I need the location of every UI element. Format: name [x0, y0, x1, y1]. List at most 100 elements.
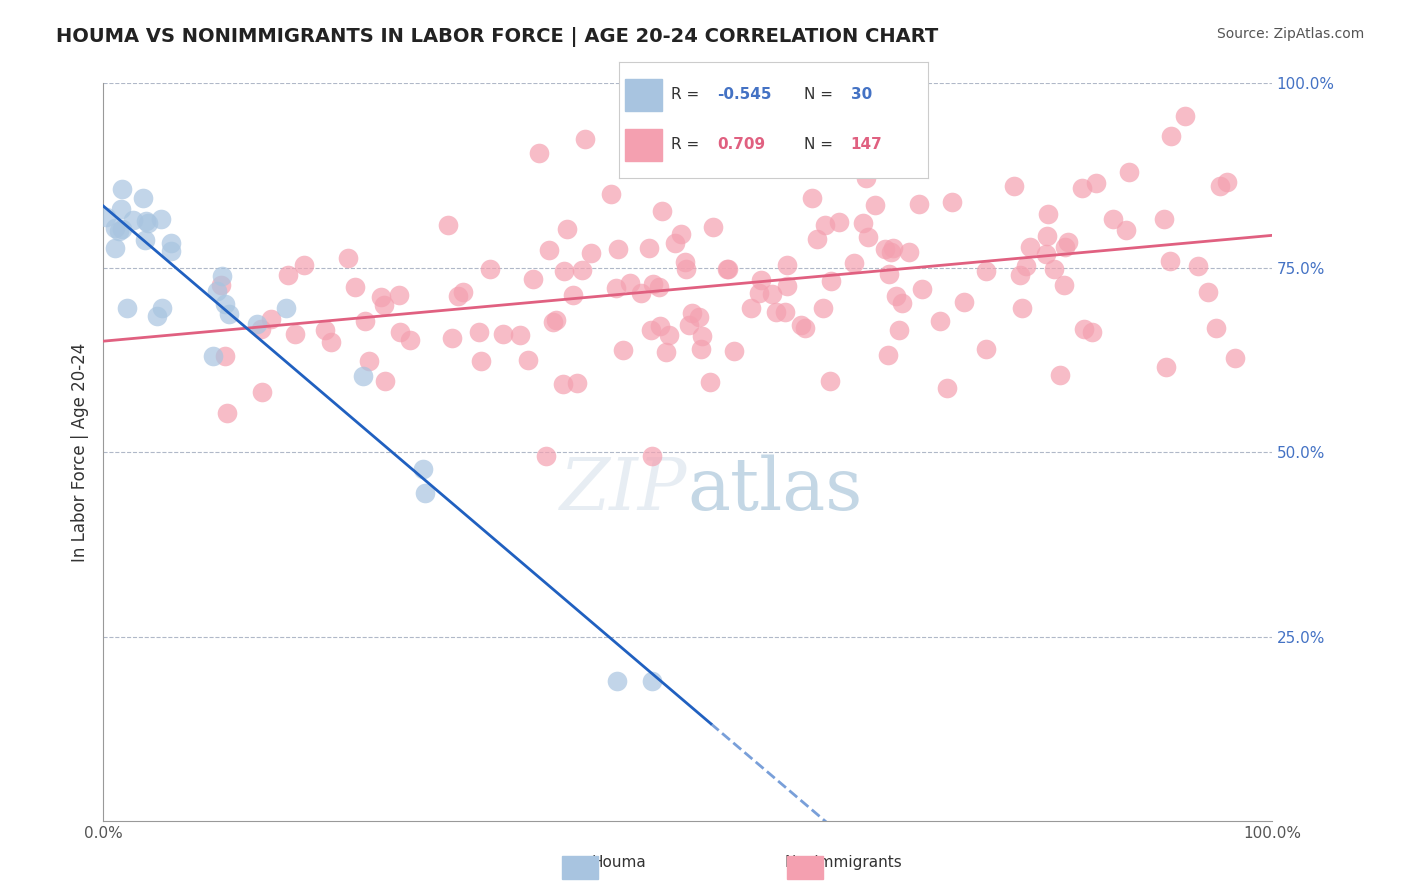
Point [492, 326, 515, 341]
Point [974, 342, 997, 356]
Point [669, 227, 692, 241]
Text: Nonimmigrants: Nonimmigrants [785, 855, 903, 870]
Point [468, 326, 491, 340]
Point [740, 301, 762, 316]
Point [1049, 368, 1071, 382]
Point [135, 214, 157, 228]
Point [600, 187, 623, 202]
Point [775, 305, 797, 319]
Point [399, 333, 422, 347]
Point [412, 462, 434, 476]
Text: 147: 147 [851, 137, 883, 153]
Point [630, 286, 652, 301]
Point [619, 277, 641, 291]
Point [115, 301, 138, 315]
Point [863, 198, 886, 212]
Point [723, 344, 745, 359]
Point [776, 279, 799, 293]
Point [415, 485, 437, 500]
Point [1019, 240, 1042, 254]
Point [688, 310, 710, 325]
Point [451, 285, 474, 300]
Point [1160, 128, 1182, 143]
Point [1102, 212, 1125, 227]
Text: ZIP: ZIP [560, 454, 688, 524]
Point [1081, 325, 1104, 339]
Point [214, 297, 236, 311]
Point [681, 306, 703, 320]
Point [811, 301, 834, 315]
Point [529, 145, 551, 160]
Point [314, 323, 336, 337]
Point [876, 348, 898, 362]
Text: HOUMA VS NONIMMIGRANTS IN LABOR FORCE | AGE 20-24 CORRELATION CHART: HOUMA VS NONIMMIGRANTS IN LABOR FORCE | … [56, 27, 938, 46]
Point [651, 204, 673, 219]
Point [110, 202, 132, 217]
Point [650, 319, 672, 334]
Point [648, 280, 671, 294]
Point [509, 328, 531, 343]
Text: N =: N = [804, 87, 838, 103]
Point [551, 376, 574, 391]
Point [134, 233, 156, 247]
Point [748, 285, 770, 300]
Point [1008, 268, 1031, 283]
Point [606, 674, 628, 689]
Point [217, 406, 239, 420]
Point [716, 262, 738, 277]
Point [478, 261, 501, 276]
Point [553, 264, 575, 278]
Point [887, 323, 910, 337]
Point [1154, 359, 1177, 374]
Point [702, 220, 724, 235]
Point [250, 385, 273, 400]
Point [352, 368, 374, 383]
Bar [624, 128, 662, 161]
Point [522, 271, 544, 285]
Point [641, 674, 664, 689]
Point [160, 235, 183, 250]
Point [911, 282, 934, 296]
Point [104, 241, 127, 255]
Y-axis label: In Labor Force | Age 20-24: In Labor Force | Age 20-24 [72, 343, 89, 562]
Point [806, 232, 828, 246]
Point [292, 258, 315, 272]
Point [1209, 178, 1232, 193]
Point [607, 242, 630, 256]
Point [765, 305, 787, 319]
Point [936, 381, 959, 395]
Point [1036, 228, 1059, 243]
Point [211, 269, 233, 284]
Point [555, 221, 578, 235]
Point [1084, 176, 1107, 190]
Point [136, 216, 159, 230]
Point [437, 218, 460, 232]
Point [209, 278, 232, 293]
Point [1187, 259, 1209, 273]
Point [884, 289, 907, 303]
Point [579, 246, 602, 260]
Point [640, 323, 662, 337]
Point [544, 313, 567, 327]
Point [218, 307, 240, 321]
Point [1173, 109, 1195, 123]
Point [690, 329, 713, 343]
Bar [624, 78, 662, 112]
Point [605, 281, 627, 295]
Point [160, 244, 183, 258]
Point [612, 343, 634, 357]
Point [641, 450, 664, 464]
Point [1159, 253, 1181, 268]
Point [941, 194, 963, 209]
Text: atlas: atlas [688, 454, 863, 524]
Point [1036, 207, 1059, 221]
Point [284, 327, 307, 342]
Point [1205, 321, 1227, 335]
Point [319, 335, 342, 350]
Point [929, 313, 952, 327]
Point [699, 376, 721, 390]
Point [793, 321, 815, 335]
Point [855, 171, 877, 186]
Point [1073, 321, 1095, 335]
Point [879, 245, 901, 260]
